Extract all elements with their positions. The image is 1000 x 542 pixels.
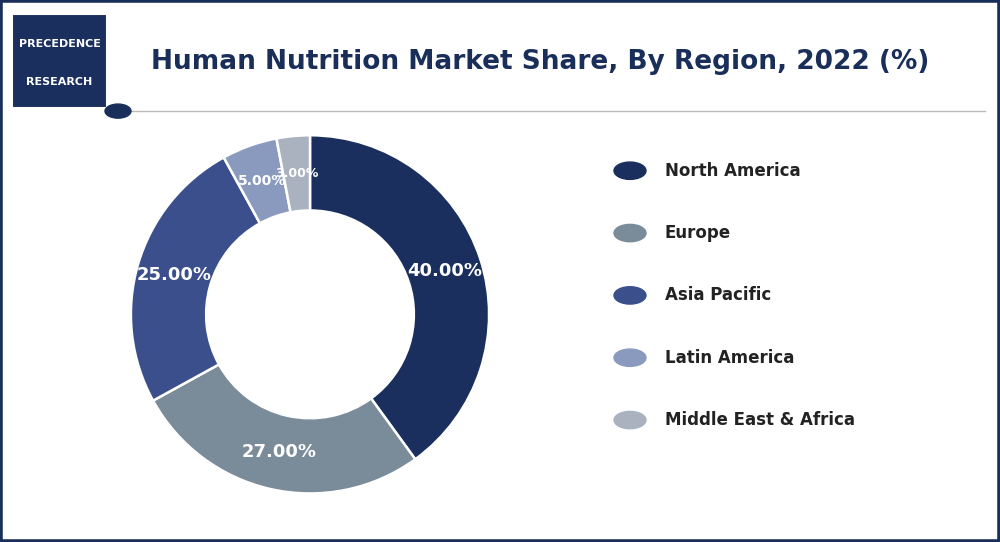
- Text: 25.00%: 25.00%: [137, 266, 212, 284]
- Text: Asia Pacific: Asia Pacific: [665, 286, 771, 305]
- Text: Human Nutrition Market Share, By Region, 2022 (%): Human Nutrition Market Share, By Region,…: [151, 49, 929, 75]
- Text: North America: North America: [665, 162, 801, 180]
- Text: Europe: Europe: [665, 224, 731, 242]
- Wedge shape: [224, 138, 291, 223]
- Text: 3.00%: 3.00%: [275, 167, 318, 180]
- Text: Middle East & Africa: Middle East & Africa: [665, 411, 855, 429]
- Wedge shape: [276, 136, 310, 212]
- Text: PRECEDENCE: PRECEDENCE: [19, 39, 100, 49]
- Wedge shape: [153, 364, 415, 493]
- Text: 27.00%: 27.00%: [242, 443, 317, 461]
- Text: Latin America: Latin America: [665, 349, 794, 367]
- Text: 5.00%: 5.00%: [238, 174, 286, 188]
- Text: RESEARCH: RESEARCH: [26, 77, 93, 87]
- Text: 40.00%: 40.00%: [407, 262, 482, 280]
- Wedge shape: [310, 136, 489, 459]
- Wedge shape: [131, 157, 260, 401]
